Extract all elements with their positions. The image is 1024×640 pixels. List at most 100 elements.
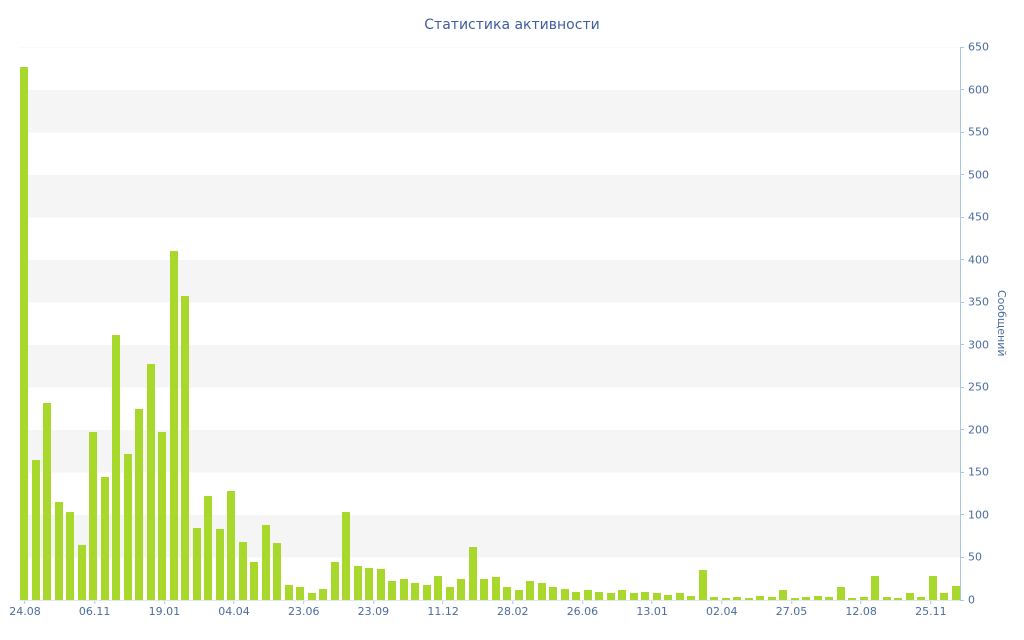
bar[interactable] [756,595,764,600]
bar[interactable] [273,543,281,600]
bar[interactable] [813,595,822,600]
bar[interactable] [388,581,396,600]
bar[interactable] [146,363,155,600]
bar[interactable] [66,511,74,600]
bar[interactable] [192,527,201,600]
bar[interactable] [89,431,97,600]
bar[interactable] [595,591,603,600]
bar[interactable] [560,588,569,600]
bar[interactable] [422,584,431,600]
bar[interactable] [583,589,592,600]
bar[interactable] [618,589,626,600]
bar[interactable] [802,597,810,600]
bar[interactable] [951,586,960,600]
bar[interactable] [158,431,166,600]
bar[interactable] [399,578,408,600]
bar[interactable] [606,593,615,600]
bar[interactable] [825,597,833,600]
bar[interactable] [112,334,120,600]
y-tick-mark [960,89,964,91]
bar[interactable] [503,587,511,600]
bar[interactable] [411,583,419,600]
bar[interactable] [330,561,339,600]
bar[interactable] [238,542,247,600]
bar[interactable] [468,547,477,600]
y-tick-label: 450 [968,210,989,224]
bar[interactable] [859,597,868,600]
bar[interactable] [767,597,776,600]
x-tick: 06.11 [79,601,110,618]
x-tick-label: 04.04 [218,605,250,618]
bar[interactable] [480,578,488,600]
bar[interactable] [894,598,902,600]
bar[interactable] [307,593,316,600]
x-tick: 02.04 [706,601,738,618]
x-tick: 23.09 [358,601,389,618]
bar[interactable] [31,459,40,600]
bar[interactable] [572,591,580,600]
bar[interactable] [928,576,937,600]
bar[interactable] [445,587,454,600]
bar[interactable] [744,598,753,600]
bar[interactable] [836,587,845,600]
bar[interactable] [250,561,258,600]
bar[interactable] [43,402,51,600]
bar[interactable] [779,589,787,600]
bar[interactable] [917,597,925,600]
bar[interactable] [123,453,132,600]
bar[interactable] [100,476,109,600]
bar[interactable] [204,496,212,600]
bar[interactable] [457,578,465,600]
x-tick: 19.01 [149,601,180,618]
x-tick: 12.08 [845,601,877,618]
bar[interactable] [342,512,350,600]
bar[interactable] [296,587,304,600]
bar[interactable] [526,581,534,600]
bar[interactable] [629,593,638,600]
bar[interactable] [227,491,235,600]
bar[interactable] [687,595,695,600]
bar[interactable] [871,576,879,600]
bar[interactable] [848,598,856,600]
x-tick-mark [372,601,374,604]
bar[interactable] [181,296,189,600]
bar[interactable] [261,525,270,600]
bar[interactable] [54,502,63,600]
x-tick-label: 11.12 [427,605,459,618]
bar[interactable] [20,66,28,600]
bar[interactable] [664,594,672,600]
bar[interactable] [721,598,730,600]
bar[interactable] [710,597,718,600]
y-axis-title-text: Сообщений [995,290,1008,357]
y-tick-label: 550 [968,125,989,139]
bar[interactable] [698,570,707,600]
bar[interactable] [365,567,373,600]
bar[interactable] [77,544,86,600]
bar[interactable] [641,591,649,600]
bar[interactable] [882,597,891,600]
bar[interactable] [353,565,362,600]
bar[interactable] [215,529,224,600]
y-tick-label: 200 [968,423,989,437]
bar[interactable] [434,576,442,600]
bar[interactable] [733,597,741,600]
x-tick-label: 25.11 [915,605,947,618]
bar[interactable] [491,577,500,600]
x-tick: 28.02 [497,601,529,618]
bar[interactable] [514,589,523,600]
bar[interactable] [549,587,557,600]
bar[interactable] [319,588,327,600]
bar[interactable] [652,593,661,600]
x-tick-mark [581,601,583,604]
bar[interactable] [905,593,914,600]
bar[interactable] [284,584,293,600]
bar[interactable] [135,408,143,600]
bar[interactable] [376,568,385,600]
bar[interactable] [790,598,799,600]
bar[interactable] [675,593,684,600]
bar[interactable] [169,251,178,600]
bar[interactable] [537,583,546,600]
bar[interactable] [940,593,948,600]
x-tick-label: 24.08 [9,605,41,618]
x-tick-label: 26.06 [566,605,599,618]
